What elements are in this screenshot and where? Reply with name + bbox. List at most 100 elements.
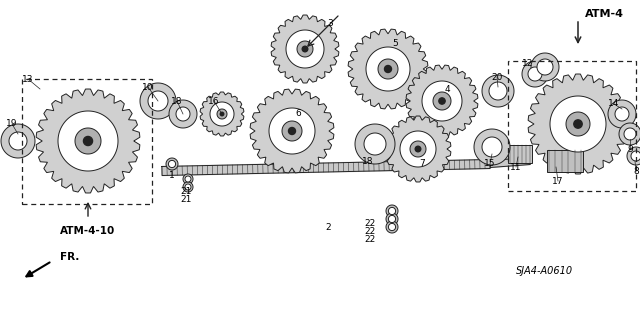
Polygon shape — [169, 100, 197, 128]
Text: 7: 7 — [419, 160, 425, 168]
Polygon shape — [36, 89, 140, 193]
Polygon shape — [489, 82, 507, 100]
Circle shape — [385, 65, 392, 72]
Circle shape — [439, 98, 445, 104]
Text: 13: 13 — [22, 75, 34, 84]
Polygon shape — [388, 215, 396, 223]
Text: 6: 6 — [295, 109, 301, 118]
Polygon shape — [482, 137, 502, 157]
Text: 3: 3 — [327, 19, 333, 28]
Circle shape — [415, 146, 421, 152]
Text: 8: 8 — [633, 167, 639, 176]
Text: 12: 12 — [522, 60, 534, 69]
Polygon shape — [210, 102, 234, 126]
Polygon shape — [522, 61, 548, 87]
Polygon shape — [183, 174, 193, 184]
Polygon shape — [388, 223, 396, 231]
Text: FR.: FR. — [60, 252, 79, 262]
Polygon shape — [631, 151, 640, 161]
Polygon shape — [366, 47, 410, 91]
Polygon shape — [271, 15, 339, 83]
Polygon shape — [528, 67, 542, 81]
Polygon shape — [528, 74, 628, 174]
Polygon shape — [168, 160, 175, 167]
Polygon shape — [422, 81, 462, 121]
Polygon shape — [176, 107, 190, 121]
Polygon shape — [490, 158, 531, 167]
Polygon shape — [148, 91, 168, 111]
Text: 16: 16 — [208, 97, 220, 106]
Bar — [547, 150, 583, 172]
Polygon shape — [185, 184, 191, 190]
Text: 21: 21 — [180, 195, 192, 204]
Text: 1: 1 — [169, 170, 175, 180]
Text: 18: 18 — [362, 157, 374, 166]
Polygon shape — [297, 41, 313, 57]
Polygon shape — [183, 182, 193, 192]
Text: SJA4-A0610: SJA4-A0610 — [516, 266, 573, 276]
Text: 19: 19 — [6, 120, 18, 129]
Polygon shape — [386, 205, 398, 217]
Circle shape — [220, 112, 224, 116]
Text: 22: 22 — [364, 219, 376, 227]
Polygon shape — [410, 141, 426, 157]
Polygon shape — [364, 133, 386, 155]
Polygon shape — [58, 111, 118, 171]
Polygon shape — [406, 65, 478, 137]
Polygon shape — [386, 213, 398, 225]
Text: 2: 2 — [325, 222, 331, 232]
Polygon shape — [217, 109, 227, 119]
Text: 4: 4 — [444, 85, 450, 93]
Polygon shape — [348, 29, 428, 109]
Polygon shape — [282, 121, 302, 141]
Polygon shape — [250, 89, 334, 173]
Polygon shape — [388, 207, 396, 215]
Circle shape — [83, 137, 93, 145]
Polygon shape — [200, 92, 244, 136]
Polygon shape — [9, 132, 27, 150]
Polygon shape — [1, 124, 35, 158]
Polygon shape — [162, 160, 490, 175]
Polygon shape — [433, 92, 451, 110]
Polygon shape — [550, 96, 606, 152]
Polygon shape — [140, 83, 176, 119]
Polygon shape — [531, 53, 559, 81]
Text: 22: 22 — [364, 226, 376, 235]
Polygon shape — [619, 123, 640, 145]
Polygon shape — [566, 112, 590, 136]
Bar — [22, 79, 152, 204]
Text: ATM-4: ATM-4 — [584, 9, 623, 19]
Polygon shape — [355, 124, 395, 164]
Circle shape — [574, 120, 582, 128]
Text: ATM-4-10: ATM-4-10 — [60, 226, 116, 236]
Bar — [508, 145, 532, 163]
Polygon shape — [378, 59, 398, 79]
Polygon shape — [474, 129, 510, 165]
Text: 18: 18 — [172, 97, 183, 106]
Polygon shape — [537, 59, 553, 75]
Circle shape — [302, 46, 308, 52]
Polygon shape — [185, 176, 191, 182]
Text: 9: 9 — [627, 145, 633, 153]
Circle shape — [289, 128, 296, 135]
Bar — [508, 61, 636, 191]
Text: 21: 21 — [180, 187, 192, 196]
Polygon shape — [624, 128, 636, 140]
Text: 14: 14 — [608, 100, 620, 108]
Text: 22: 22 — [364, 234, 376, 243]
Polygon shape — [608, 100, 636, 128]
Polygon shape — [269, 108, 315, 154]
Polygon shape — [482, 75, 514, 107]
Polygon shape — [627, 147, 640, 165]
Polygon shape — [286, 30, 324, 68]
Text: 17: 17 — [552, 176, 564, 186]
Polygon shape — [75, 128, 101, 154]
Polygon shape — [166, 158, 178, 170]
Polygon shape — [385, 116, 451, 182]
Text: 5: 5 — [392, 40, 398, 48]
Text: 20: 20 — [492, 72, 502, 81]
Text: 15: 15 — [484, 160, 496, 168]
Polygon shape — [386, 221, 398, 233]
Text: 11: 11 — [510, 162, 522, 172]
Text: 10: 10 — [142, 83, 154, 92]
